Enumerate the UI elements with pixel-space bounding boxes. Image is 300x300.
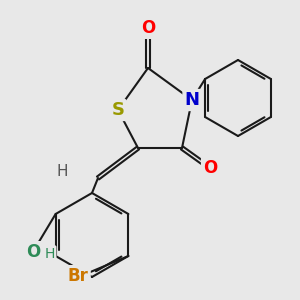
- Text: O: O: [141, 19, 155, 37]
- Text: H: H: [44, 247, 55, 261]
- Text: N: N: [184, 91, 200, 109]
- Text: Br: Br: [68, 267, 89, 285]
- Text: H: H: [56, 164, 68, 179]
- Text: S: S: [112, 101, 124, 119]
- Text: O: O: [203, 159, 217, 177]
- Text: O: O: [26, 243, 41, 261]
